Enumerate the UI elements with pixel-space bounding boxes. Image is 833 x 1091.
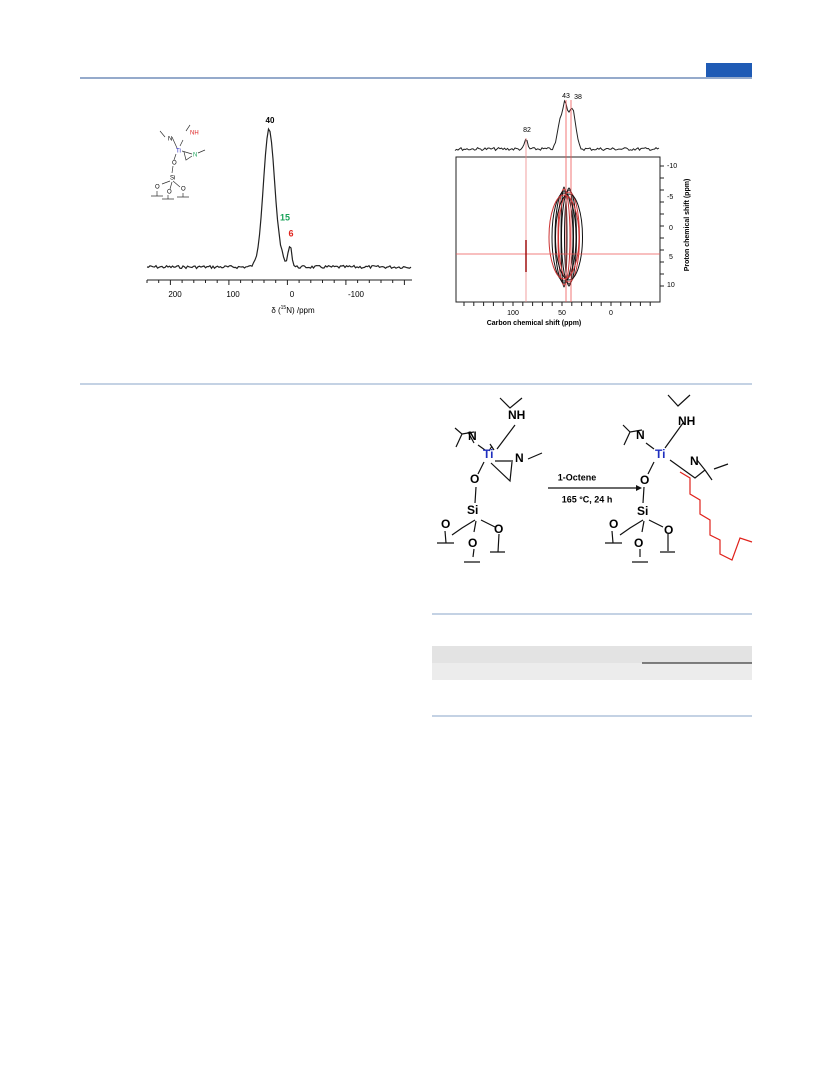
atom: N [193, 153, 197, 159]
bonds [151, 124, 206, 200]
x-axis-label: δ (15N) /ppm [271, 305, 315, 315]
atom: Ti [655, 447, 665, 461]
label-sup: 15 [281, 305, 287, 311]
spectrum-line [146, 127, 412, 270]
atom: Si [170, 176, 175, 182]
contour [548, 194, 580, 280]
y-tick-label: -5 [667, 194, 673, 201]
atom: O [172, 161, 177, 167]
y-tick-label: 0 [669, 225, 673, 232]
label-part: N) /ppm [286, 306, 315, 315]
atom: Si [467, 503, 478, 517]
reagent: 1-Octene [558, 472, 597, 482]
atom: O [470, 472, 479, 486]
x-ticks [146, 280, 405, 285]
atom: Si [637, 504, 648, 518]
reactant-bonds [437, 397, 543, 563]
y-tick-label: 10 [667, 282, 675, 289]
x-tick-label: 200 [168, 290, 182, 299]
atom: Ti [176, 149, 181, 155]
table-header-row [432, 646, 752, 663]
label-part: δ ( [271, 306, 281, 315]
peak-label: 82 [523, 127, 531, 134]
x-tick-label: 100 [226, 290, 240, 299]
contour [561, 189, 577, 285]
atom: O [609, 517, 618, 531]
figure-b: 82 43 38 -10 -5 0 5 10 Proton chemical s… [454, 93, 691, 327]
projection-line [454, 99, 660, 152]
contour [555, 193, 583, 281]
atom: O [634, 536, 643, 550]
y-axis-label: Proton chemical shift (ppm) [684, 179, 691, 272]
atom: Ti [483, 447, 493, 461]
peak-label: 15 [280, 212, 290, 222]
conditions: 165 °C, 24 h [562, 494, 613, 504]
atom: NH [678, 414, 695, 428]
x-tick-label: -100 [348, 290, 365, 299]
x-tick-label: 100 [507, 310, 519, 317]
scheme: NH N Ti N O Si O O O 1-Octene 165 °C, 24… [437, 394, 753, 563]
atom: N [168, 137, 172, 143]
atom: O [494, 522, 503, 536]
contour [551, 192, 577, 282]
header-tab [706, 63, 752, 77]
peak-label: 40 [266, 116, 275, 125]
peak-label: 38 [574, 94, 582, 101]
arrow-head [636, 485, 642, 491]
atom: NH [190, 131, 199, 137]
y-tick-label: -10 [667, 163, 677, 170]
molecule: N NH Ti N O Si O O O [151, 124, 206, 200]
atom: O [181, 187, 186, 193]
atom: NH [508, 408, 525, 422]
atom: N [515, 451, 524, 465]
y-tick-label: 5 [669, 254, 673, 261]
x-tick-label: 0 [290, 290, 295, 299]
octyl-chain [679, 471, 753, 561]
x-axis-label: Carbon chemical shift (ppm) [487, 320, 582, 327]
atom: N [690, 454, 699, 468]
product-bonds [605, 394, 729, 563]
atom: O [167, 190, 172, 196]
table-header-row [432, 663, 752, 680]
x-tick-label: 0 [609, 310, 613, 317]
x-tick-label: 50 [558, 310, 566, 317]
atom: N [468, 429, 477, 443]
peak-label: 6 [288, 228, 293, 238]
peak-label: 43 [562, 93, 570, 100]
figure-a: 40 15 6 200 100 0 -100 δ (15N) /ppm N NH… [146, 116, 412, 315]
ticks [463, 165, 664, 306]
contours [548, 186, 583, 288]
plot-frame [455, 156, 661, 303]
atom: O [640, 473, 649, 487]
atom: O [441, 517, 450, 531]
atom: O [155, 185, 160, 191]
atom: O [664, 523, 673, 537]
atom: N [636, 428, 645, 442]
atom: O [468, 536, 477, 550]
